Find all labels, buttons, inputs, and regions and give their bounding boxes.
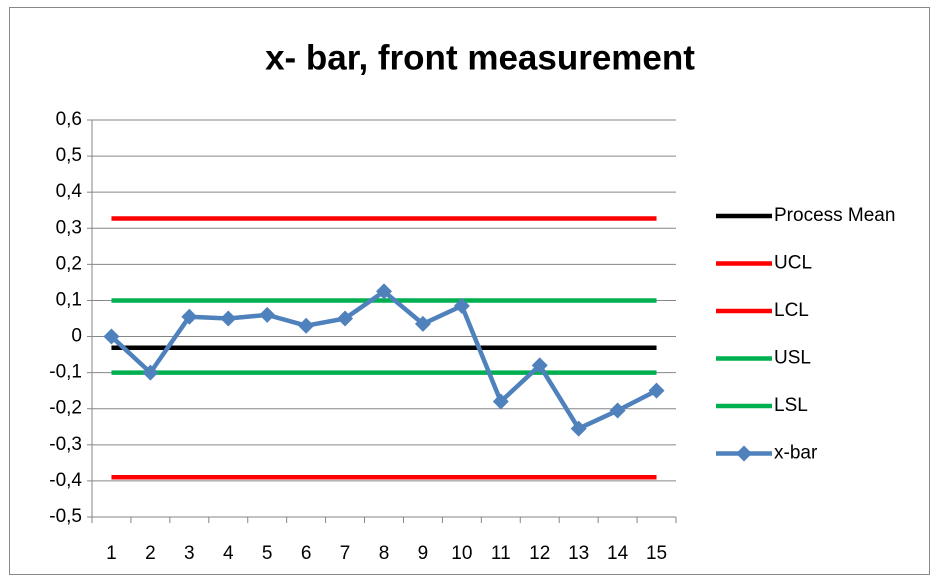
legend-label: Process Mean xyxy=(774,205,895,226)
x-tick-label: 7 xyxy=(340,543,351,564)
marker xyxy=(103,328,120,345)
legend-label: UCL xyxy=(774,253,812,274)
marker xyxy=(531,357,548,374)
x-tick-label: 6 xyxy=(301,543,312,564)
x-tick-label: 5 xyxy=(262,543,273,564)
legend-label: USL xyxy=(774,348,811,369)
chart-title: x- bar, front measurement xyxy=(265,38,695,77)
y-tick-label: 0,1 xyxy=(56,289,82,310)
y-tick-label: -0,3 xyxy=(49,434,82,455)
marker xyxy=(492,393,509,410)
marker xyxy=(181,308,198,325)
legend-label: LSL xyxy=(774,395,808,416)
x-tick-label: 11 xyxy=(491,543,511,564)
marker xyxy=(220,310,237,327)
y-tick-label: 0 xyxy=(71,326,82,347)
x-tick-label: 10 xyxy=(451,543,472,564)
marker xyxy=(298,317,315,334)
x-tick-label: 12 xyxy=(529,543,550,564)
marker xyxy=(142,364,159,381)
x-tick-label: 14 xyxy=(607,543,629,564)
marker xyxy=(259,306,276,323)
marker xyxy=(453,297,470,314)
x-tick-label: 15 xyxy=(646,543,667,564)
x-tick-label: 1 xyxy=(106,543,117,564)
y-tick-label: -0,4 xyxy=(49,470,82,491)
y-tick-label: 0,4 xyxy=(56,181,83,202)
marker xyxy=(376,283,392,300)
x-tick-label: 4 xyxy=(223,543,234,564)
y-tick-label: 0,2 xyxy=(56,253,82,274)
marker xyxy=(609,402,626,419)
marker xyxy=(414,315,431,332)
legend-label: x-bar xyxy=(774,443,818,464)
y-tick-label: -0,1 xyxy=(49,362,82,383)
marker xyxy=(648,382,665,399)
x-tick-label: 3 xyxy=(184,543,195,564)
x-tick-label: 8 xyxy=(379,543,390,564)
marker xyxy=(337,310,354,327)
x-tick-label: 2 xyxy=(145,543,156,564)
y-tick-label: 0,5 xyxy=(56,145,82,166)
y-tick-label: -0,2 xyxy=(49,398,82,419)
x-tick-label: 9 xyxy=(418,543,429,564)
marker xyxy=(570,420,587,437)
y-tick-label: -0,5 xyxy=(49,506,82,527)
y-tick-label: 0,3 xyxy=(56,217,82,238)
legend-label: LCL xyxy=(774,300,809,321)
x-tick-label: 13 xyxy=(568,543,589,564)
chart-border xyxy=(9,7,930,575)
legend-marker xyxy=(736,445,752,462)
y-tick-label: 0,6 xyxy=(56,109,82,130)
